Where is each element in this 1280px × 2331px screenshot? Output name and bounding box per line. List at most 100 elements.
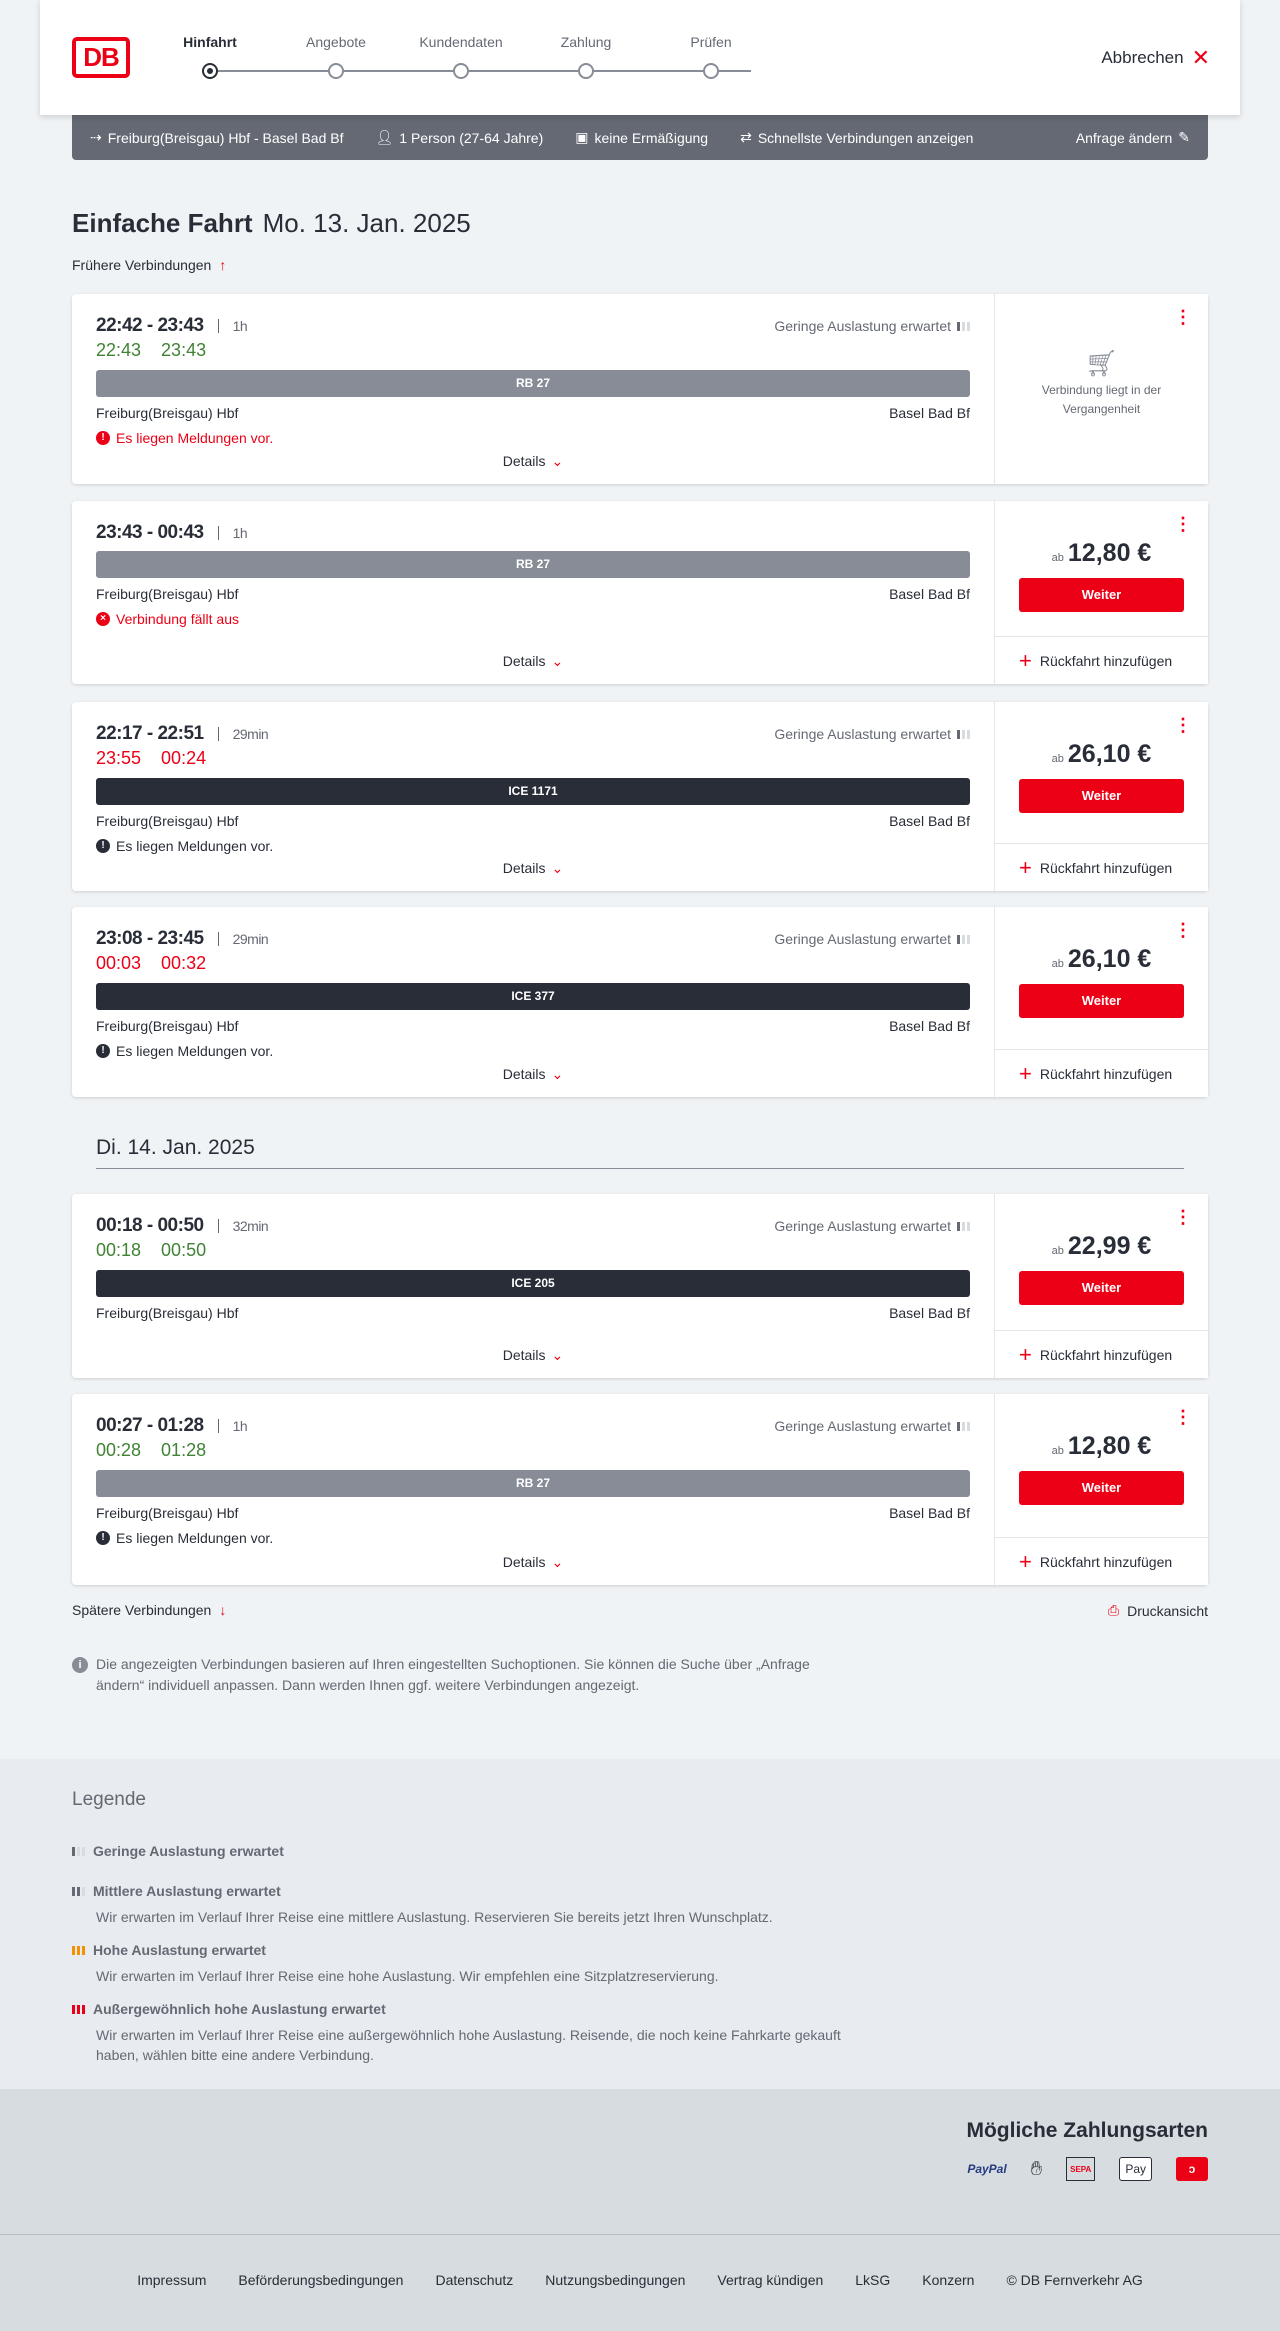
alert-circle-icon: ! [96, 839, 110, 853]
price-value: 26,10 € [1067, 740, 1152, 768]
more-options-icon[interactable]: ⋮ [1174, 715, 1192, 735]
info-icon: i [72, 1657, 88, 1673]
price-value: 12,80 € [1067, 1432, 1152, 1460]
cancel-circle-icon: × [96, 612, 110, 626]
price-prefix: ab [1051, 753, 1064, 765]
connection-times: 22:42 - 23:43 1h [96, 314, 970, 338]
travel-date: Mo. 13. Jan. 2025 [262, 208, 471, 238]
departure-station: Freiburg(Breisgau) Hbf [96, 586, 239, 602]
price-value: 22,99 € [1067, 1232, 1152, 1260]
legend-item-title: Außergewöhnlich hohe Auslastung erwartet [93, 2001, 386, 2017]
footer-link[interactable]: Vertrag kündigen [717, 2272, 824, 2288]
option-summary: ⇄ Schnellste Verbindungen anzeigen [740, 129, 973, 146]
step-kundendaten: Kundendaten [419, 34, 503, 50]
legend-item-text: Wir erwarten im Verlauf Ihrer Reise eine… [96, 2027, 841, 2063]
departure-station: Freiburg(Breisgau) Hbf [96, 1505, 239, 1521]
footer-link[interactable]: Beförderungsbedingungen [238, 2272, 404, 2288]
connection-info: 00:27 - 01:28 1h Geringe Auslastung erwart… [72, 1394, 994, 1585]
add-return-button[interactable]: + Rückfahrt hinzufügen [995, 843, 1208, 891]
alert-circle-icon: ! [96, 431, 110, 445]
connection-card: 22:42 - 23:43 1h Geringe Auslastung erwart… [72, 294, 1208, 484]
bahncard-icon: ▣ [575, 129, 589, 145]
continue-button[interactable]: Weiter [1019, 1471, 1184, 1505]
duration: 29min [217, 727, 269, 741]
footer-link[interactable]: Impressum [137, 2272, 207, 2288]
train-bar[interactable]: ICE 377 [96, 983, 970, 1010]
legend-item-text: Wir erwarten im Verlauf Ihrer Reise eine… [96, 1909, 773, 1925]
details-toggle[interactable]: Details ⌄ [72, 1554, 994, 1571]
details-toggle[interactable]: Details ⌄ [72, 1347, 994, 1364]
add-return-button[interactable]: + Rückfahrt hinzufügen [995, 636, 1208, 684]
more-options-icon[interactable]: ⋮ [1174, 1207, 1192, 1227]
train-bar[interactable]: RB 27 [96, 370, 970, 397]
more-options-icon[interactable]: ⋮ [1174, 920, 1192, 940]
footer-link: © DB Fernverkehr AG [1006, 2272, 1143, 2288]
chevron-down-icon: ⌄ [551, 1347, 564, 1363]
price-prefix: ab [1051, 1245, 1064, 1257]
plus-icon: + [1019, 1060, 1032, 1086]
route-summary: ⇢ Freiburg(Breisgau) Hbf - Basel Bad Bf [90, 129, 344, 146]
change-request-button[interactable]: Anfrage ändern ✎ [1076, 129, 1190, 146]
offer-panel: ⋮ ab 26,10 € Weiter + Rückfahrt hinzufügen [994, 907, 1208, 1097]
message: ! Es liegen Meldungen vor. [96, 429, 970, 447]
earlier-label: Frühere Verbindungen [72, 257, 212, 273]
print-view-link[interactable]: ⎙ Druckansicht [1108, 1602, 1208, 1619]
details-label: Details [502, 653, 546, 669]
details-toggle[interactable]: Details ⌄ [72, 653, 994, 670]
earlier-connections-link[interactable]: Frühere Verbindungen ↑ [72, 257, 226, 273]
cancel-button[interactable]: Abbrechen ✕ [1101, 47, 1210, 69]
add-return-button[interactable]: + Rückfahrt hinzufügen [995, 1049, 1208, 1097]
details-toggle[interactable]: Details ⌄ [72, 1066, 994, 1083]
footer-link[interactable]: Datenschutz [435, 2272, 514, 2288]
occupancy-low-icon [957, 321, 970, 331]
day-separator: Di. 14. Jan. 2025 [96, 1136, 1184, 1169]
later-connections-link[interactable]: Spätere Verbindungen ↓ [72, 1602, 226, 1618]
chevron-down-icon: ⌄ [551, 1066, 564, 1082]
connection-info: 00:18 - 00:50 32min Geringe Auslastung erw… [72, 1194, 994, 1378]
continue-button[interactable]: Weiter [1019, 779, 1184, 813]
train-bar[interactable]: RB 27 [96, 1470, 970, 1497]
realtime-times: 23:55 00:24 [96, 748, 970, 772]
legend-item: Mittlere Auslastung erwartet Wir erwarten… [72, 1883, 856, 1927]
train-bar[interactable]: ICE 205 [96, 1270, 970, 1297]
step-angebote: Angebote [306, 34, 366, 50]
continue-button[interactable]: Weiter [1019, 578, 1184, 612]
more-options-icon[interactable]: ⋮ [1174, 1407, 1192, 1427]
plus-icon: + [1019, 647, 1032, 673]
arrival-station: Basel Bad Bf [889, 405, 970, 421]
train-bar[interactable]: RB 27 [96, 551, 970, 578]
db-logo[interactable]: DB [72, 37, 130, 78]
footer: Impressum Beförderungsbedingungen Datensch… [0, 2234, 1280, 2331]
past-connection-note: 🛒︎ Verbindung liegt in der Vergangenheit [995, 350, 1208, 419]
details-toggle[interactable]: Details ⌄ [72, 860, 994, 877]
message: ! Es liegen Meldungen vor. [96, 1529, 970, 1547]
print-icon: ⎙ [1107, 1602, 1120, 1618]
legend-item: Außergewöhnlich hohe Auslastung erwartet… [72, 2001, 856, 2065]
footer-link[interactable]: Konzern [922, 2272, 975, 2288]
load-indicator: Geringe Auslastung erwartet [774, 318, 970, 334]
header: DB Hinfahrt Angebote Kundendaten Zahlung… [40, 0, 1240, 115]
connection-card: 00:18 - 00:50 32min Geringe Auslastung erw… [72, 1194, 1208, 1378]
arrow-up-icon: ↑ [219, 257, 227, 273]
load-text: Geringe Auslastung erwartet [774, 1218, 951, 1234]
train-bar[interactable]: ICE 1171 [96, 778, 970, 805]
legend-item: Hohe Auslastung erwartet Wir erwarten im … [72, 1942, 856, 1986]
legend-item-title: Hohe Auslastung erwartet [93, 1942, 266, 1958]
details-toggle[interactable]: Details ⌄ [72, 453, 994, 470]
more-options-icon[interactable]: ⋮ [1174, 307, 1192, 327]
occupancy-low-icon [957, 1421, 970, 1431]
chevron-down-icon: ⌄ [551, 1554, 564, 1570]
footer-link[interactable]: Nutzungsbedingungen [545, 2272, 686, 2288]
price-value: 26,10 € [1067, 945, 1152, 973]
more-options-icon[interactable]: ⋮ [1174, 514, 1192, 534]
price: ab 26,10 € [995, 740, 1208, 769]
add-return-button[interactable]: + Rückfahrt hinzufügen [995, 1330, 1208, 1378]
info-text: Die angezeigten Verbindungen basieren au… [96, 1656, 810, 1693]
legend-section: Legende Geringe Auslastung erwartet Mittl… [0, 1759, 1280, 2089]
add-return-button[interactable]: + Rückfahrt hinzufügen [995, 1537, 1208, 1585]
arrival-station: Basel Bad Bf [889, 1305, 970, 1321]
add-return-label: Rückfahrt hinzufügen [1039, 859, 1173, 876]
footer-link[interactable]: LkSG [855, 2272, 891, 2288]
continue-button[interactable]: Weiter [1019, 984, 1184, 1018]
continue-button[interactable]: Weiter [1019, 1271, 1184, 1305]
